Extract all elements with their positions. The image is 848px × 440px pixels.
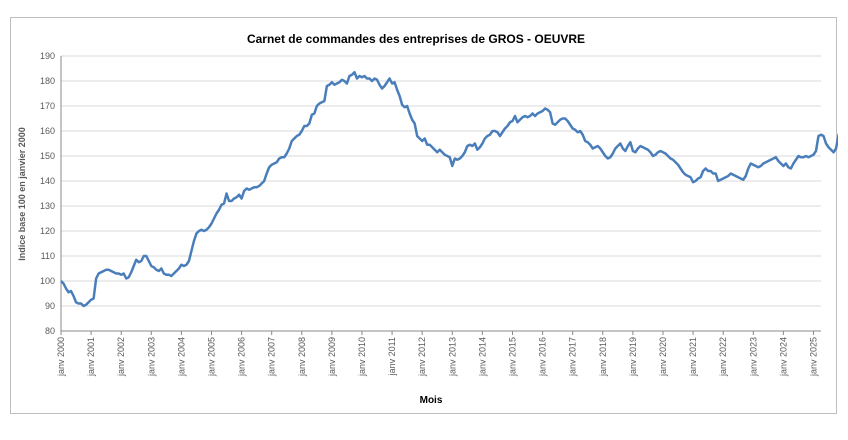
y-tick-label: 110 <box>41 251 55 261</box>
y-axis-title: Indice base 100 en janvier 2000 <box>17 127 27 261</box>
x-axis-ticks: janv 2000 janv 2001 janv 2002 janv 2003 janv… <box>56 331 818 377</box>
y-tick-label: 100 <box>40 276 55 286</box>
x-tick-label: janv 2020 <box>658 337 668 377</box>
y-tick-label: 180 <box>40 76 55 86</box>
y-tick-label: 140 <box>40 176 55 186</box>
y-tick-label: 80 <box>45 326 55 336</box>
x-tick-label: janv 2002 <box>116 337 126 377</box>
x-tick-label: janv 2012 <box>417 337 427 377</box>
x-tick-label: janv 2016 <box>538 337 548 377</box>
gridlines <box>61 55 821 307</box>
x-tick-label: janv 2023 <box>748 337 758 377</box>
y-tick-label: 160 <box>40 126 55 136</box>
x-tick-label: janv 2024 <box>778 337 788 377</box>
x-tick-label: janv 2022 <box>718 337 728 377</box>
chart-title: Carnet de commandes des entreprises de G… <box>247 32 585 46</box>
x-tick-label: janv 2018 <box>598 337 608 377</box>
x-tick-label: janv 2009 <box>327 337 337 377</box>
x-tick-label: janv 2011 <box>387 337 397 376</box>
x-tick-label: janv 2014 <box>477 337 487 377</box>
x-tick-label: janv 2013 <box>447 337 457 377</box>
x-tick-label: janv 2004 <box>176 337 186 377</box>
x-tick-label: janv 2000 <box>56 337 66 377</box>
x-tick-label: janv 2003 <box>146 337 156 377</box>
x-tick-label: janv 2025 <box>808 337 818 377</box>
line-chart: Carnet de commandes des entreprises de G… <box>17 32 838 406</box>
chart-frame: Carnet de commandes des entreprises de G… <box>10 17 838 414</box>
x-tick-label: janv 2015 <box>507 337 517 377</box>
y-tick-label: 190 <box>40 51 55 61</box>
x-tick-label: janv 2010 <box>357 337 367 377</box>
x-tick-label: janv 2019 <box>628 337 638 377</box>
x-tick-label: janv 2001 <box>86 337 96 377</box>
y-tick-label: 150 <box>40 151 55 161</box>
y-axis-ticks: 80 90 100 110 120 130 140 150 160 170 180 190 <box>40 51 55 336</box>
y-tick-label: 120 <box>40 226 55 236</box>
y-tick-label: 170 <box>40 101 55 111</box>
x-tick-label: janv 2005 <box>206 337 216 377</box>
x-tick-label: janv 2021 <box>688 337 698 377</box>
x-tick-label: janv 2017 <box>568 337 578 377</box>
y-tick-label: 90 <box>45 301 55 311</box>
x-axis-title: Mois <box>420 395 443 406</box>
x-tick-label: janv 2006 <box>237 337 247 377</box>
y-tick-label: 130 <box>40 201 55 211</box>
x-tick-label: janv 2007 <box>267 337 277 377</box>
series-line <box>60 71 838 308</box>
x-tick-label: janv 2008 <box>297 337 307 377</box>
